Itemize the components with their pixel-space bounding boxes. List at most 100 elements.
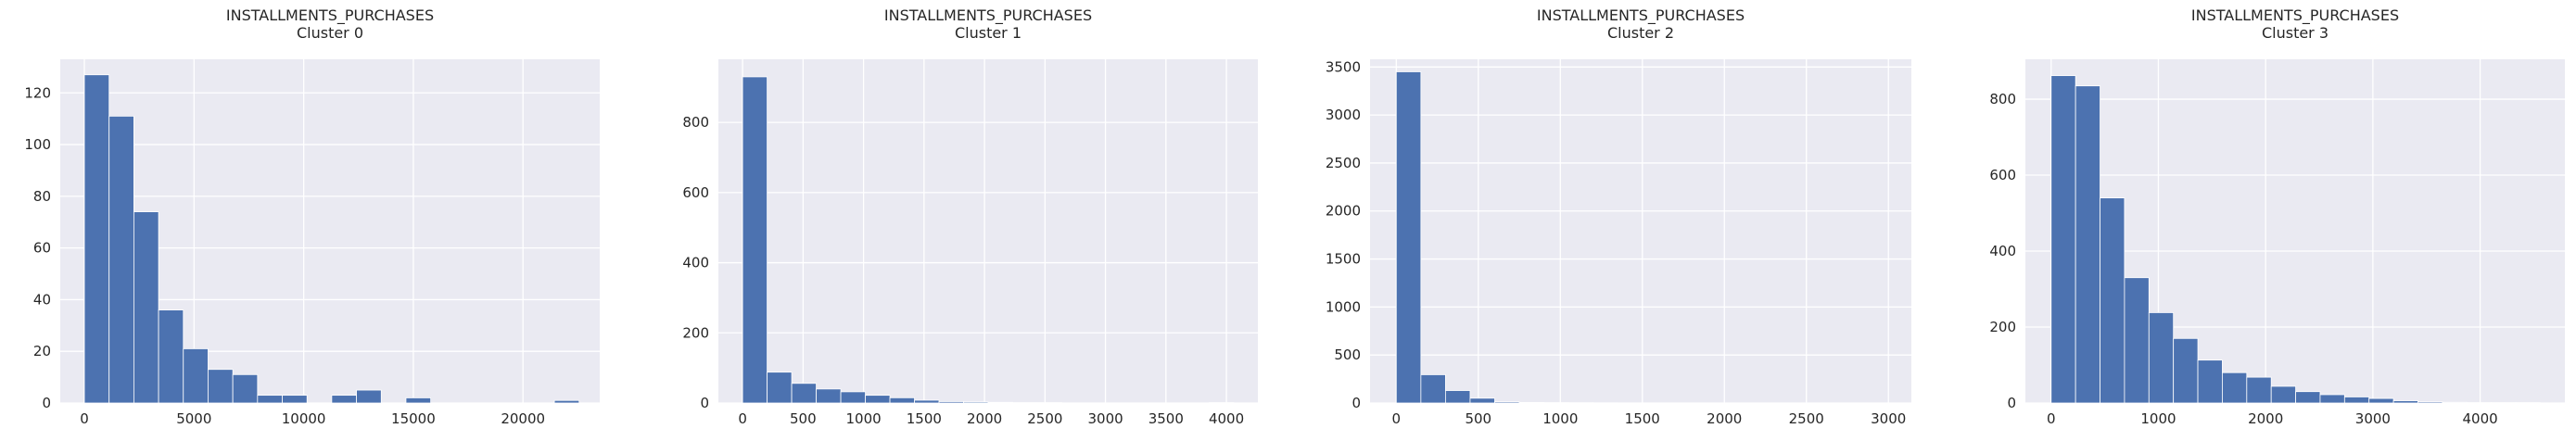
y-tick-label: 200 bbox=[682, 324, 709, 341]
histogram-bar bbox=[840, 391, 866, 404]
y-tick-label: 3000 bbox=[1326, 107, 1361, 123]
x-tick-label: 3000 bbox=[1871, 410, 1906, 427]
chart-subtitle: Cluster 0 bbox=[297, 24, 363, 42]
y-tick-label: 80 bbox=[33, 188, 51, 205]
y-tick-label: 20 bbox=[33, 343, 51, 359]
histogram-bar bbox=[865, 395, 891, 404]
x-tick-label: 2000 bbox=[2248, 410, 2283, 427]
histogram-bar bbox=[2270, 385, 2296, 404]
histogram-panel-cluster-0: 0 20 40 60 80 100 120 0 5000 10000 15000 20000 INSTA… bbox=[24, 6, 600, 427]
histogram-bar bbox=[2197, 359, 2223, 404]
histogram-bar bbox=[232, 373, 259, 404]
y-tick-label: 3500 bbox=[1326, 58, 1361, 75]
chart-title: INSTALLMENTS_PURCHASES bbox=[2191, 6, 2399, 25]
histogram-bar bbox=[158, 309, 184, 404]
x-tick-label: 1500 bbox=[1625, 410, 1660, 427]
y-tick-label: 120 bbox=[24, 84, 51, 101]
histogram-panel-cluster-3: 0 200 400 600 800 0 1000 2000 3000 4000 INSTALLMEN… bbox=[1989, 6, 2565, 427]
x-tick-label: 1000 bbox=[1542, 410, 1578, 427]
histogram-panel-cluster-2: 0 500 1000 1500 2000 2500 3000 3500 0 500 1000 1500… bbox=[1326, 6, 1911, 427]
x-tick-label: 2500 bbox=[1027, 410, 1062, 427]
histogram-panel-cluster-1: 0 200 400 600 800 0 500 1000 1500 2000 2500 3000 350… bbox=[682, 6, 1258, 427]
histogram-bar bbox=[405, 397, 432, 404]
histogram-bar bbox=[1518, 401, 1544, 404]
x-tick-label: 3000 bbox=[1087, 410, 1123, 427]
y-tick-label: 1500 bbox=[1326, 251, 1361, 268]
histogram-bar bbox=[108, 115, 134, 404]
histogram-bar bbox=[208, 369, 234, 404]
histogram-bar bbox=[889, 397, 915, 404]
y-tick-label: 200 bbox=[1989, 319, 2016, 335]
histogram-bar bbox=[2124, 277, 2150, 404]
histogram-bar bbox=[914, 399, 940, 404]
chart-subtitle: Cluster 1 bbox=[955, 24, 1022, 42]
plot-background bbox=[1370, 59, 1911, 403]
y-tick-label: 0 bbox=[42, 395, 51, 411]
x-tick-label: 5000 bbox=[176, 410, 211, 427]
y-tick-label: 0 bbox=[1351, 395, 1361, 411]
histogram-bar bbox=[356, 389, 382, 404]
histogram-bar bbox=[2417, 401, 2443, 404]
x-tick-label: 2500 bbox=[1789, 410, 1824, 427]
histogram-bar bbox=[2050, 75, 2076, 404]
histogram-bar bbox=[1395, 71, 1422, 404]
histogram-bar bbox=[2222, 372, 2248, 404]
chart-subtitle: Cluster 2 bbox=[1607, 24, 1674, 42]
histogram-bar bbox=[2368, 397, 2394, 404]
histogram-bar bbox=[1469, 397, 1495, 404]
y-tick-label: 100 bbox=[24, 136, 51, 153]
x-tick-label: 3000 bbox=[2355, 410, 2391, 427]
histogram-bar bbox=[133, 211, 159, 404]
x-tick-label: 0 bbox=[738, 410, 747, 427]
histogram-bar bbox=[742, 76, 768, 404]
histogram-bar bbox=[938, 401, 964, 404]
plot-background bbox=[718, 59, 1258, 403]
histogram-bar bbox=[83, 74, 110, 404]
y-tick-label: 40 bbox=[33, 291, 51, 308]
y-tick-label: 0 bbox=[700, 395, 709, 411]
x-tick-label: 10000 bbox=[282, 410, 326, 427]
histogram-bar bbox=[2075, 85, 2100, 404]
histogram-bar bbox=[257, 395, 283, 404]
histogram-bar bbox=[2319, 394, 2345, 404]
histogram-bar bbox=[1420, 374, 1446, 404]
chart-subtitle: Cluster 3 bbox=[2262, 24, 2329, 42]
histogram-bar bbox=[1494, 401, 1520, 404]
histogram-bar bbox=[987, 401, 1013, 404]
y-tick-label: 60 bbox=[33, 240, 51, 257]
y-tick-label: 0 bbox=[2007, 395, 2016, 411]
histogram-bar bbox=[2295, 391, 2321, 404]
chart-title: INSTALLMENTS_PURCHASES bbox=[884, 6, 1092, 25]
y-tick-label: 800 bbox=[1989, 91, 2016, 107]
histogram-bar bbox=[767, 372, 793, 404]
x-tick-label: 2000 bbox=[1707, 410, 1742, 427]
histogram-bar bbox=[2100, 197, 2126, 404]
y-tick-label: 2500 bbox=[1326, 155, 1361, 171]
histogram-bar bbox=[2343, 397, 2370, 404]
x-tick-label: 4000 bbox=[2462, 410, 2497, 427]
y-tick-label: 400 bbox=[1989, 243, 2016, 259]
x-tick-label: 500 bbox=[790, 410, 817, 427]
x-tick-label: 1000 bbox=[2140, 410, 2176, 427]
x-tick-label: 4000 bbox=[1209, 410, 1244, 427]
x-tick-label: 2000 bbox=[967, 410, 1002, 427]
histogram-bar bbox=[2173, 337, 2199, 404]
x-tick-label: 500 bbox=[1465, 410, 1491, 427]
x-tick-label: 20000 bbox=[501, 410, 545, 427]
x-tick-label: 0 bbox=[2047, 410, 2056, 427]
y-tick-label: 1000 bbox=[1326, 298, 1361, 315]
x-tick-label: 3500 bbox=[1148, 410, 1184, 427]
y-tick-label: 600 bbox=[1989, 167, 2016, 183]
histogram-bar bbox=[282, 395, 308, 404]
x-tick-label: 1000 bbox=[845, 410, 881, 427]
x-tick-label: 0 bbox=[1392, 410, 1402, 427]
y-tick-label: 600 bbox=[682, 184, 709, 201]
histogram-bar bbox=[2442, 401, 2468, 404]
histogram-bar bbox=[183, 348, 209, 404]
y-tick-label: 500 bbox=[1334, 346, 1361, 363]
x-tick-label: 0 bbox=[80, 410, 89, 427]
histogram-bar bbox=[963, 401, 989, 404]
histogram-bar bbox=[1445, 390, 1471, 404]
chart-title: INSTALLMENTS_PURCHASES bbox=[226, 6, 434, 25]
